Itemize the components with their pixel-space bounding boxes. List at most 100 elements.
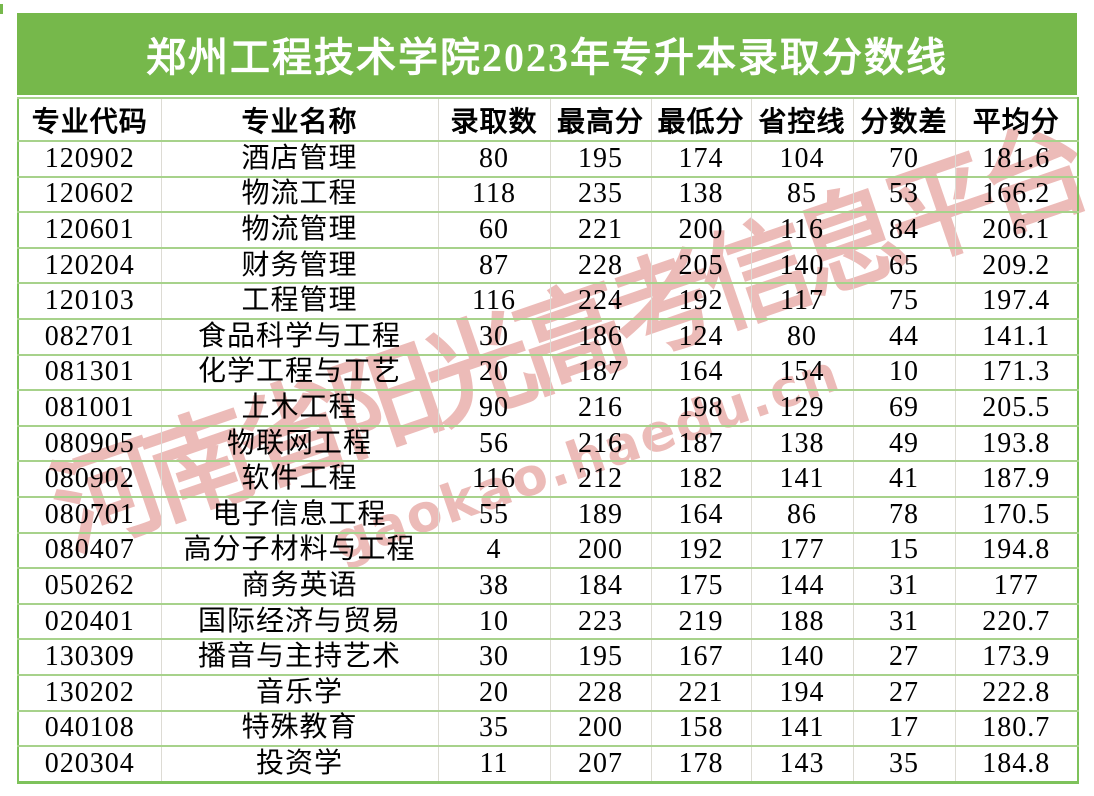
major-name-cell: 投资学 (160, 746, 438, 784)
table-row: 080905 物联网工程 56 216 187 138 49 193.8 (18, 425, 1078, 463)
score-cell: 129 (750, 390, 853, 427)
major-name-cell: 酒店管理 (160, 141, 438, 178)
score-cell: 184.8 (954, 746, 1078, 784)
table-row: 120902 酒店管理 80 195 174 104 70 181.6 (18, 141, 1078, 178)
table-row: 080407 高分子材料与工程 4 200 192 177 15 194.8 (18, 532, 1078, 570)
major-code-cell: 080905 (18, 425, 161, 463)
column-header: 专业名称 (160, 98, 438, 142)
score-cell: 194.8 (954, 532, 1078, 570)
score-cell: 235 (549, 176, 651, 214)
score-cell: 167 (650, 639, 751, 676)
major-code-cell: 130202 (18, 674, 161, 712)
table-row: 120103 工程管理 116 224 192 117 75 197.4 (18, 283, 1078, 320)
score-cell: 78 (852, 496, 955, 534)
score-cell: 221 (650, 674, 751, 712)
score-cell: 10 (437, 603, 550, 641)
column-header: 专业代码 (18, 98, 161, 142)
score-cell: 140 (750, 639, 853, 676)
major-code-cell: 120902 (18, 141, 161, 178)
score-cell: 200 (549, 710, 651, 748)
major-code-cell: 050262 (18, 568, 161, 605)
score-sheet: 郑州工程技术学院2023年专升本录取分数线 专业代码 专业名称 录取数 最高分 最低分省… (17, 13, 1079, 784)
table-row: 020304 投资学 11 207 178 143 35 184.8 (18, 746, 1078, 784)
score-cell: 212 (549, 461, 651, 498)
score-cell: 27 (852, 639, 955, 676)
score-cell: 31 (852, 568, 955, 605)
score-cell: 223 (549, 603, 651, 641)
score-cell: 222.8 (954, 674, 1078, 712)
major-name-cell: 音乐学 (160, 674, 438, 712)
score-cell: 206.1 (954, 212, 1078, 249)
score-cell: 171.3 (954, 354, 1078, 392)
score-cell: 195 (549, 141, 651, 178)
score-cell: 11 (437, 746, 550, 784)
score-cell: 30 (437, 639, 550, 676)
major-code-cell: 120103 (18, 283, 161, 320)
score-cell: 53 (852, 176, 955, 214)
score-cell: 170.5 (954, 496, 1078, 534)
score-cell: 166.2 (954, 176, 1078, 214)
table-row: 130202 音乐学 20 228 221 194 27 222.8 (18, 674, 1078, 712)
score-cell: 60 (437, 212, 550, 249)
major-code-cell: 020401 (18, 603, 161, 641)
score-cell: 138 (650, 176, 751, 214)
score-cell: 177 (954, 568, 1078, 605)
score-cell: 141 (750, 461, 853, 498)
score-cell: 164 (650, 496, 751, 534)
score-cell: 84 (852, 212, 955, 249)
score-cell: 186 (549, 318, 651, 356)
major-code-cell: 120204 (18, 247, 161, 285)
score-cell: 205.5 (954, 390, 1078, 427)
score-cell: 44 (852, 318, 955, 356)
score-cell: 178 (650, 746, 751, 784)
column-header: 平均分 (954, 98, 1078, 142)
page-title: 郑州工程技术学院2023年专升本录取分数线 (17, 13, 1077, 95)
column-header: 最低分 (650, 98, 751, 142)
score-cell: 177 (750, 532, 853, 570)
score-cell: 75 (852, 283, 955, 320)
score-cell: 200 (549, 532, 651, 570)
table-row: 120204 财务管理 87 228 205 140 65 209.2 (18, 247, 1078, 285)
score-cell: 10 (852, 354, 955, 392)
major-code-cell: 130309 (18, 639, 161, 676)
score-cell: 224 (549, 283, 651, 320)
major-name-cell: 国际经济与贸易 (160, 603, 438, 641)
score-cell: 116 (750, 212, 853, 249)
score-table: 专业代码 专业名称 录取数 最高分 最低分 省控线 分数差 平均分 120902 酒店管理 80 1… (17, 97, 1079, 784)
score-cell: 70 (852, 141, 955, 178)
header-row: 专业代码 专业名称 录取数 最高分 最低分 省控线 分数差 平均分 (18, 98, 1078, 142)
table-row: 130309 播音与主持艺术 30 195 167 140 27 173.9 (18, 639, 1078, 676)
score-cell: 118 (437, 176, 550, 214)
score-cell: 216 (549, 425, 651, 463)
score-cell: 228 (549, 247, 651, 285)
score-cell: 49 (852, 425, 955, 463)
edge-artifact (0, 4, 3, 14)
major-code-cell: 080902 (18, 461, 161, 498)
table-row: 081001 土木工程 90 216 198 129 69 205.5 (18, 390, 1078, 427)
table-row: 081301 化学工程与工艺 20 187 164 154 10 171.3 (18, 354, 1078, 392)
table-row: 080701 电子信息工程 55 189 164 86 78 170.5 (18, 496, 1078, 534)
table-row: 050262 商务英语 38 184 175 144 31 177 (18, 568, 1078, 605)
score-cell: 80 (437, 141, 550, 178)
score-cell: 140 (750, 247, 853, 285)
score-cell: 138 (750, 425, 853, 463)
score-cell: 187.9 (954, 461, 1078, 498)
score-cell: 87 (437, 247, 550, 285)
score-cell: 90 (437, 390, 550, 427)
score-cell: 20 (437, 354, 550, 392)
score-cell: 154 (750, 354, 853, 392)
table-row: 120602 物流工程 118 235 138 85 53 166.2 (18, 176, 1078, 214)
major-name-cell: 土木工程 (160, 390, 438, 427)
score-cell: 192 (650, 283, 751, 320)
score-cell: 41 (852, 461, 955, 498)
score-cell: 195 (549, 639, 651, 676)
score-cell: 4 (437, 532, 550, 570)
score-cell: 143 (750, 746, 853, 784)
score-cell: 209.2 (954, 247, 1078, 285)
major-name-cell: 高分子材料与工程 (160, 532, 438, 570)
score-cell: 184 (549, 568, 651, 605)
score-cell: 35 (852, 746, 955, 784)
score-cell: 189 (549, 496, 651, 534)
score-cell: 27 (852, 674, 955, 712)
major-code-cell: 080701 (18, 496, 161, 534)
